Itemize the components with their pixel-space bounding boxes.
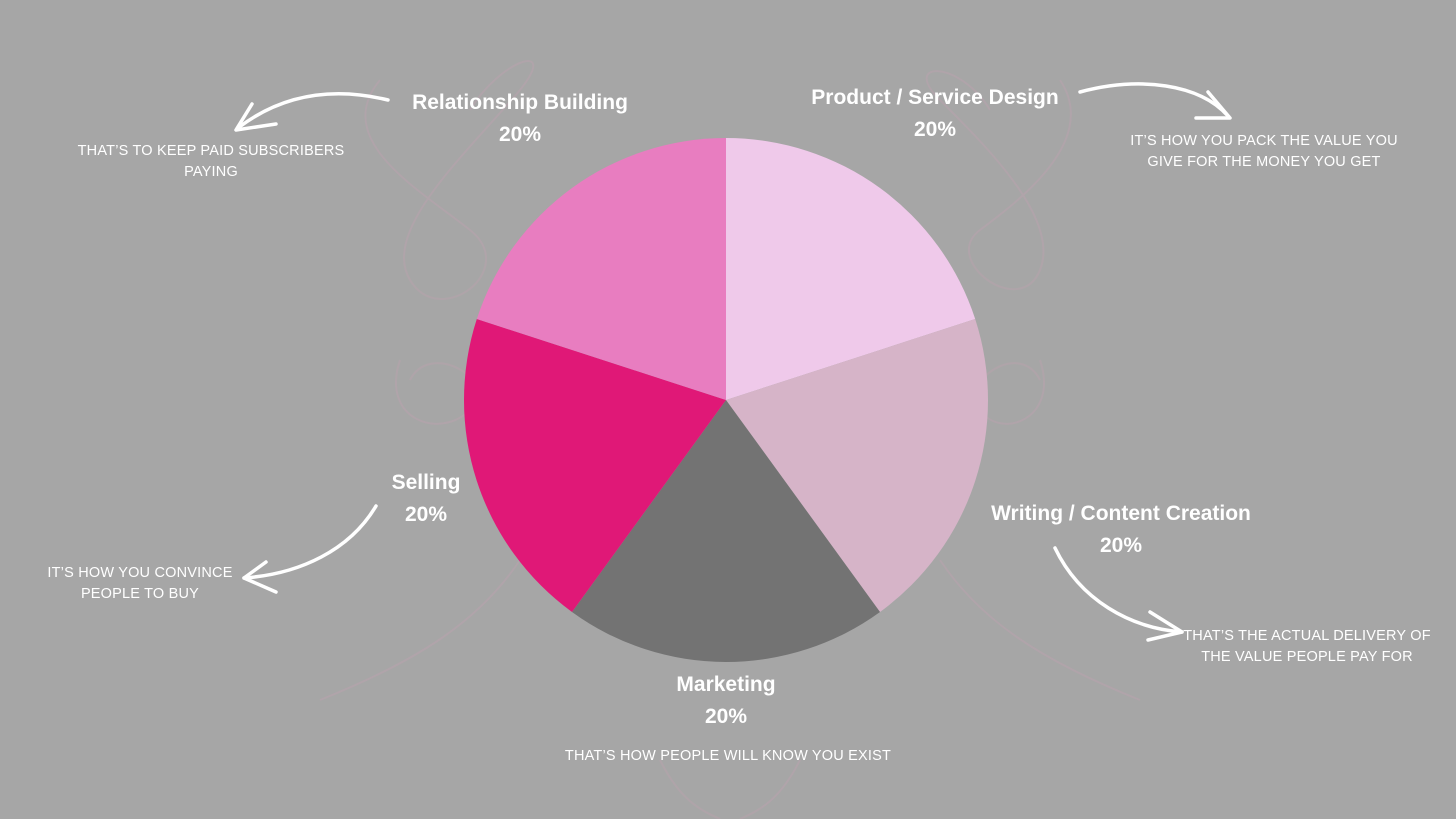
pie-slices (463, 138, 989, 662)
arrow-icon (234, 92, 390, 132)
slice-label-marketing: Marketing 20% (626, 669, 826, 733)
slice-percent: 20% (404, 503, 448, 526)
pie-slice-product-service-design (726, 138, 976, 400)
annotation-arrows (234, 82, 1232, 642)
slice-name: Product / Service Design (811, 86, 1059, 109)
arrow-icon (1053, 546, 1184, 642)
background-decoration (319, 60, 1141, 819)
slice-name: Relationship Building (412, 91, 628, 114)
arrow-icon (242, 504, 378, 594)
slice-label-selling: Selling 20% (346, 467, 506, 531)
pie-slice-writing-content-creation (726, 319, 989, 612)
slice-name: Writing / Content Creation (991, 502, 1251, 525)
pie-slice-relationship-building (476, 138, 726, 400)
note-writing-content-creation: THAT’S THE ACTUAL DELIVERY OF THE VALUE … (1183, 628, 1431, 665)
slice-name: Marketing (676, 673, 776, 696)
arrow-icon (1078, 82, 1232, 120)
note-product-service-design: IT’S HOW YOU PACK THE VALUE YOU GIVE FOR… (1130, 133, 1398, 170)
slice-label-relationship-building: Relationship Building 20% (385, 87, 655, 151)
pie-slice-selling (463, 319, 726, 612)
slice-label-product-service-design: Product / Service Design 20% (785, 82, 1085, 146)
pie-slice-marketing (572, 400, 880, 662)
slice-percent: 20% (1099, 534, 1143, 557)
slice-percent: 20% (913, 118, 957, 141)
slice-name: Selling (391, 471, 461, 494)
note-selling: IT’S HOW YOU CONVINCE PEOPLE TO BUY (47, 565, 233, 602)
note-relationship-building: THAT’S TO KEEP PAID SUBSCRIBERS PAYING (77, 143, 345, 180)
note-marketing: THAT’S HOW PEOPLE WILL KNOW YOU EXIST (564, 748, 892, 764)
slice-percent: 20% (704, 705, 748, 728)
slice-label-writing-content-creation: Writing / Content Creation 20% (961, 498, 1281, 562)
slice-percent: 20% (498, 123, 542, 146)
